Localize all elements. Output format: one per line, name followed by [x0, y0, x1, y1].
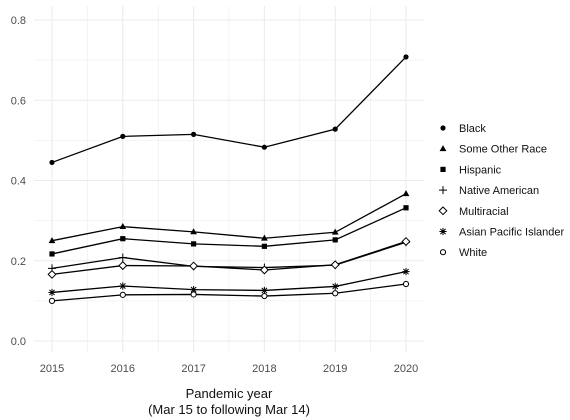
data-point-asian-pacific-islander — [48, 288, 56, 297]
series-some-other-race — [48, 190, 410, 244]
x-tick-label: 2016 — [111, 363, 135, 375]
asterisk-marker-stroke — [119, 283, 126, 289]
series-line-some-other-race — [51, 193, 407, 242]
data-point-some-other-race — [190, 228, 197, 235]
data-point-white — [190, 291, 197, 298]
asterisk-marker-stroke — [190, 286, 197, 293]
data-point-white — [261, 292, 268, 300]
legend-key-multiracial — [438, 206, 448, 216]
x-tick-label: 2019 — [323, 363, 347, 375]
data-point-multiracial — [189, 261, 199, 271]
series-white — [48, 280, 410, 304]
series-layer — [47, 54, 411, 304]
series-black — [49, 54, 409, 166]
x-axis-title-line-2: (Mar 15 to following Mar 14) — [148, 402, 310, 417]
legend: Black Some Other Race Hispanic Native Ameri… — [438, 123, 564, 259]
legend-key-asian-pacific-islander — [439, 227, 447, 236]
legend-item-hispanic: Hispanic — [440, 164, 502, 176]
series-multiracial — [47, 236, 411, 279]
legend-label-asian-pacific-islander: Asian Pacific Islander — [459, 227, 564, 239]
data-point-some-other-race — [402, 190, 410, 197]
data-point-hispanic — [49, 251, 55, 257]
series-line-black — [51, 56, 407, 164]
legend-item-native-american: Native American — [439, 185, 539, 197]
series-line-asian-pacific-islander — [51, 270, 407, 294]
legend-label-native-american: Native American — [459, 185, 539, 197]
data-point-white — [119, 291, 126, 298]
data-point-asian-pacific-islander — [260, 286, 268, 295]
y-axis-ticks: 0.0 0.2 0.4 0.6 0.8 — [11, 15, 26, 348]
x-tick-label: 2015 — [40, 363, 64, 375]
series-line-hispanic — [51, 207, 407, 255]
data-point-some-other-race — [48, 237, 56, 244]
asterisk-marker-stroke — [403, 268, 409, 275]
legend-key-some-other-race — [439, 145, 447, 152]
x-axis-ticks: 2015 2016 2017 2018 2019 2020 — [40, 363, 418, 375]
legend-label-black: Black — [459, 123, 486, 135]
data-point-asian-pacific-islander — [119, 282, 127, 290]
legend-key-white — [439, 249, 447, 256]
data-point-black — [332, 126, 338, 132]
y-tick-label: 0.4 — [11, 176, 26, 188]
series-line-white — [51, 283, 407, 302]
asterisk-marker-stroke — [440, 228, 446, 235]
legend-key-native-american — [439, 186, 447, 195]
data-point-some-other-race — [119, 223, 127, 230]
legend-item-asian-pacific-islander: Asian Pacific Islander — [439, 227, 564, 239]
asterisk-marker-stroke — [332, 283, 339, 290]
y-tick-label: 0.2 — [11, 256, 26, 268]
data-point-multiracial — [401, 236, 411, 246]
x-tick-label: 2020 — [394, 363, 418, 375]
data-point-multiracial — [330, 260, 340, 270]
legend-label-multiracial: Multiracial — [459, 206, 509, 218]
data-point-multiracial — [118, 261, 128, 271]
asterisk-marker-stroke — [261, 287, 268, 294]
data-point-white — [48, 297, 56, 304]
legend-item-some-other-race: Some Other Race — [439, 144, 547, 156]
data-point-hispanic — [332, 237, 338, 243]
grid-layer — [34, 6, 424, 352]
data-point-black — [403, 54, 409, 60]
data-point-black — [120, 133, 126, 139]
data-point-asian-pacific-islander — [402, 267, 410, 276]
data-point-multiracial — [259, 265, 269, 275]
legend-key-hispanic — [440, 166, 446, 172]
y-tick-label: 0.6 — [11, 95, 26, 107]
data-point-white — [332, 290, 339, 297]
legend-item-black: Black — [440, 123, 486, 135]
legend-key-black — [440, 125, 446, 131]
legend-item-multiracial: Multiracial — [438, 206, 509, 218]
series-hispanic — [49, 205, 409, 257]
x-tick-label: 2018 — [252, 363, 276, 375]
data-point-black — [49, 159, 55, 166]
data-point-black — [261, 144, 267, 150]
y-tick-label: 0.8 — [11, 15, 26, 27]
data-point-hispanic — [403, 205, 409, 211]
legend-item-white: White — [439, 247, 487, 259]
x-tick-label: 2017 — [181, 363, 205, 375]
data-point-some-other-race — [331, 228, 339, 235]
data-point-hispanic — [261, 243, 267, 249]
series-line-multiracial — [51, 240, 407, 276]
x-axis-title-line-1: Pandemic year — [186, 386, 273, 401]
series-asian-pacific-islander — [48, 267, 410, 297]
data-point-black — [191, 131, 197, 137]
data-point-hispanic — [191, 241, 197, 247]
data-point-asian-pacific-islander — [331, 282, 339, 291]
data-point-white — [402, 280, 410, 288]
data-point-some-other-race — [261, 234, 268, 241]
asterisk-marker-stroke — [49, 289, 55, 296]
legend-label-hispanic: Hispanic — [459, 164, 502, 176]
data-point-multiracial — [47, 269, 57, 279]
data-point-hispanic — [120, 236, 126, 242]
legend-label-white: White — [459, 247, 487, 259]
y-tick-label: 0.0 — [11, 336, 26, 348]
data-point-native-american — [118, 253, 127, 262]
legend-label-some-other-race: Some Other Race — [459, 144, 547, 156]
